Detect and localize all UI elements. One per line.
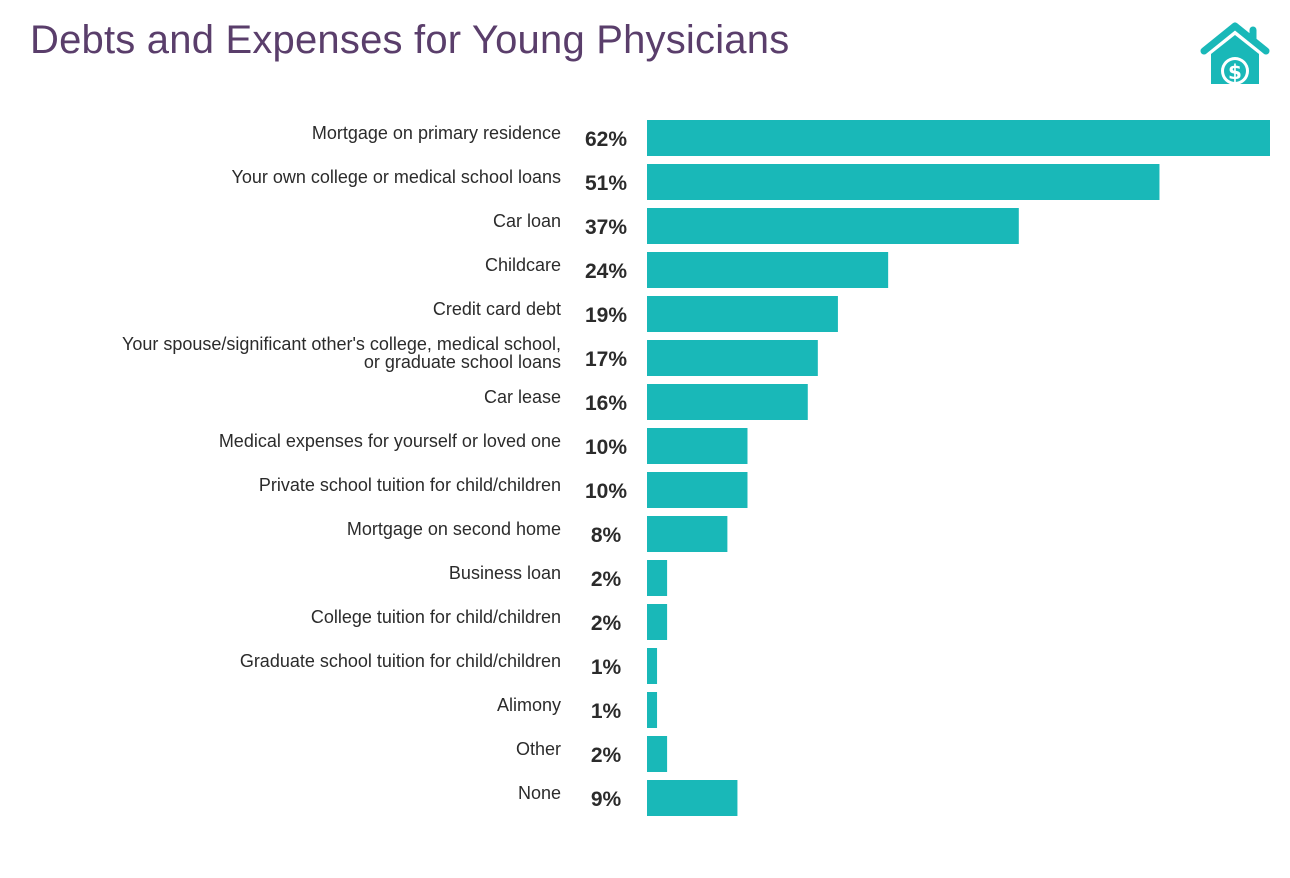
category-label: Mortgage on second home <box>347 519 561 539</box>
svg-text:$: $ <box>1228 60 1242 84</box>
category-label: Car loan <box>493 211 561 231</box>
value-label: 8% <box>591 524 622 547</box>
category-label: Alimony <box>497 695 561 715</box>
bar <box>647 560 668 596</box>
category-label: College tuition for child/children <box>311 607 561 627</box>
bar <box>647 164 1160 200</box>
value-label: 9% <box>591 788 622 811</box>
value-label: 62% <box>585 128 627 151</box>
category-label: Mortgage on primary residence <box>312 123 561 143</box>
bar <box>647 340 818 376</box>
value-label: 17% <box>585 348 627 371</box>
bar <box>647 692 658 728</box>
bar <box>647 604 668 640</box>
chart-title: Debts and Expenses for Young Physicians <box>30 18 790 62</box>
bar <box>647 252 889 288</box>
bar <box>647 296 838 332</box>
value-label: 16% <box>585 392 627 415</box>
category-label: Car lease <box>484 387 561 407</box>
bar <box>647 384 808 420</box>
value-label: 51% <box>585 172 627 195</box>
value-label: 2% <box>591 568 622 591</box>
house-dollar-icon: $ <box>1198 18 1272 92</box>
value-label: 2% <box>591 744 622 767</box>
category-label: Private school tuition for child/childre… <box>259 475 561 495</box>
bar <box>647 780 738 816</box>
category-label: Your spouse/significant other's college,… <box>122 334 561 372</box>
category-label: Childcare <box>485 255 561 275</box>
bar <box>647 428 748 464</box>
category-label: None <box>518 783 561 803</box>
value-label: 2% <box>591 612 622 635</box>
category-label: Graduate school tuition for child/childr… <box>240 651 561 671</box>
category-label: Your own college or medical school loans <box>231 167 561 187</box>
bar <box>647 516 728 552</box>
value-label: 37% <box>585 216 627 239</box>
value-label: 1% <box>591 656 622 679</box>
bar <box>647 120 1270 156</box>
category-label: Credit card debt <box>433 299 561 319</box>
value-label: 1% <box>591 700 622 723</box>
bar <box>647 648 658 684</box>
value-label: 24% <box>585 260 627 283</box>
value-label: 10% <box>585 436 627 459</box>
category-label: Business loan <box>449 563 561 583</box>
category-label: Medical expenses for yourself or loved o… <box>219 431 561 451</box>
bar <box>647 736 668 772</box>
value-label: 10% <box>585 480 627 503</box>
bar <box>647 208 1019 244</box>
value-label: 19% <box>585 304 627 327</box>
category-label: Other <box>516 739 561 759</box>
bar <box>647 472 748 508</box>
